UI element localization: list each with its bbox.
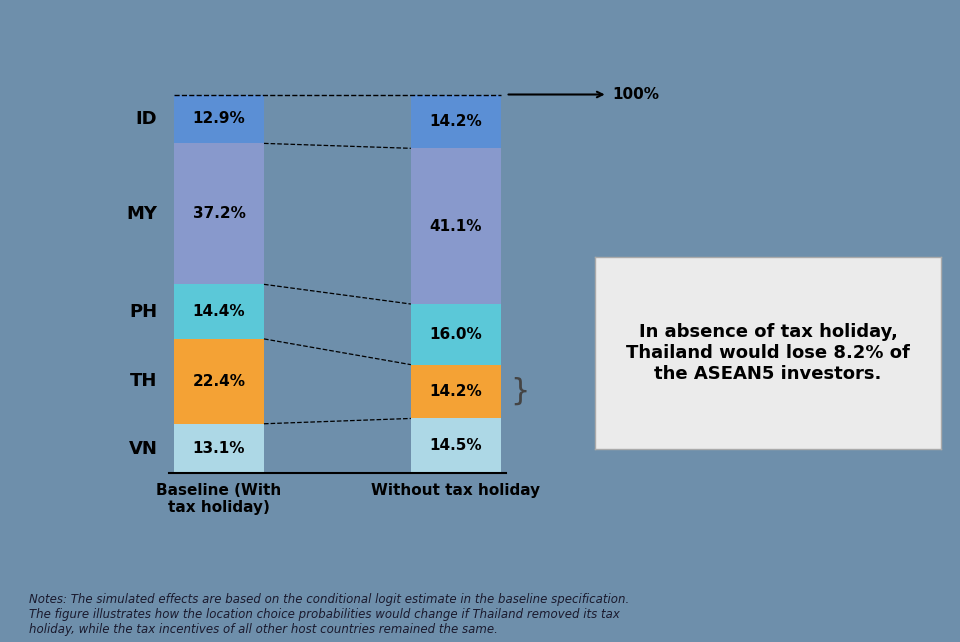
Bar: [411, 419, 501, 473]
Text: 14.5%: 14.5%: [429, 438, 482, 453]
Text: 16.0%: 16.0%: [429, 327, 482, 342]
Text: 13.1%: 13.1%: [193, 441, 245, 456]
Text: Without tax holiday: Without tax holiday: [372, 483, 540, 498]
Bar: [174, 94, 264, 143]
Bar: [174, 284, 264, 339]
Text: Notes: The simulated effects are based on the conditional logit estimate in the : Notes: The simulated effects are based o…: [29, 593, 629, 636]
Text: TH: TH: [130, 372, 157, 390]
Bar: [411, 304, 501, 365]
Bar: [411, 148, 501, 304]
Text: 12.9%: 12.9%: [193, 112, 246, 126]
Text: VN: VN: [129, 440, 157, 458]
Text: In absence of tax holiday,
Thailand would lose 8.2% of
the ASEAN5 investors.: In absence of tax holiday, Thailand woul…: [626, 324, 910, 383]
Text: }: }: [511, 377, 530, 406]
Bar: [411, 94, 501, 148]
Bar: [174, 143, 264, 284]
Text: 100%: 100%: [612, 87, 660, 102]
Text: 14.2%: 14.2%: [429, 384, 482, 399]
Bar: [411, 365, 501, 419]
Text: 14.2%: 14.2%: [429, 114, 482, 129]
Text: 37.2%: 37.2%: [193, 206, 246, 221]
Text: ID: ID: [135, 110, 157, 128]
Text: 22.4%: 22.4%: [192, 374, 246, 389]
Text: PH: PH: [130, 302, 157, 320]
Bar: [174, 339, 264, 424]
Text: Baseline (With
tax holiday): Baseline (With tax holiday): [156, 483, 281, 516]
Text: 14.4%: 14.4%: [193, 304, 245, 319]
Text: 41.1%: 41.1%: [430, 219, 482, 234]
Bar: [174, 424, 264, 473]
Text: MY: MY: [127, 205, 157, 223]
